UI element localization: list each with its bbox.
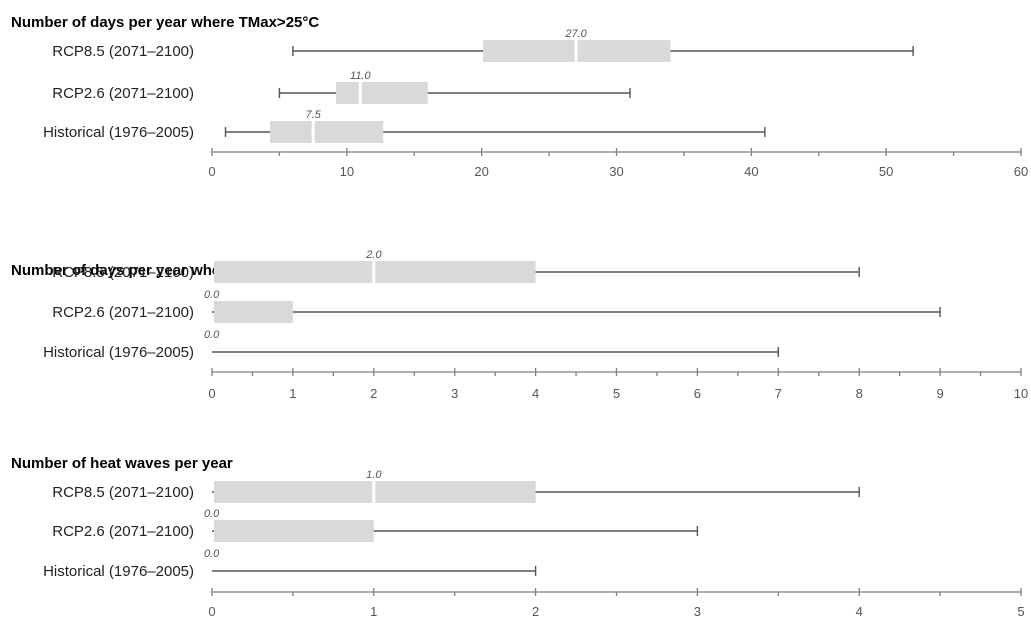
median-value-label: 0.0 xyxy=(204,329,220,341)
category-label: RCP8.5 (2071–2100) xyxy=(52,484,194,501)
category-label: RCP8.5 (2071–2100) xyxy=(52,43,194,60)
x-tick-label: 0 xyxy=(208,164,215,179)
x-tick-label: 2 xyxy=(532,604,539,619)
x-tick-label: 0 xyxy=(208,604,215,619)
x-tick-label: 7 xyxy=(775,386,782,401)
x-tick-label: 20 xyxy=(474,164,488,179)
category-label: Historical (1976–2005) xyxy=(43,124,194,141)
iqr-box xyxy=(214,301,293,323)
x-tick-label: 3 xyxy=(694,604,701,619)
x-tick-label: 5 xyxy=(1017,604,1024,619)
iqr-box xyxy=(214,520,374,542)
category-label: RCP8.5 (2071–2100) xyxy=(52,264,194,281)
x-tick-label: 2 xyxy=(370,386,377,401)
median-value-label: 27.0 xyxy=(564,28,587,40)
median-value-label: 0.0 xyxy=(204,548,220,560)
chart-title: Number of heat waves per year xyxy=(11,455,233,472)
x-tick-label: 10 xyxy=(1014,386,1028,401)
x-tick-label: 5 xyxy=(613,386,620,401)
x-tick-label: 60 xyxy=(1014,164,1028,179)
iqr-box xyxy=(269,121,384,143)
x-tick-label: 10 xyxy=(340,164,354,179)
median-value-label: 0.0 xyxy=(204,508,220,520)
median-value-label: 1.0 xyxy=(366,469,382,481)
x-tick-label: 30 xyxy=(609,164,623,179)
x-tick-label: 3 xyxy=(451,386,458,401)
x-tick-label: 9 xyxy=(936,386,943,401)
x-tick-label: 1 xyxy=(370,604,377,619)
median-value-label: 2.0 xyxy=(365,249,382,261)
x-tick-label: 1 xyxy=(289,386,296,401)
x-tick-label: 40 xyxy=(744,164,758,179)
x-tick-label: 4 xyxy=(856,604,863,619)
median-value-label: 11.0 xyxy=(350,70,371,82)
x-tick-label: 8 xyxy=(856,386,863,401)
category-label: RCP2.6 (2071–2100) xyxy=(52,85,194,102)
x-tick-label: 6 xyxy=(694,386,701,401)
median-value-label: 7.5 xyxy=(305,109,321,121)
x-tick-label: 50 xyxy=(879,164,893,179)
chart-title: Number of days per year where TMax>25°C xyxy=(11,14,319,31)
median-value-label: 0.0 xyxy=(204,289,220,301)
category-label: RCP2.6 (2071–2100) xyxy=(52,523,194,540)
x-tick-label: 4 xyxy=(532,386,539,401)
iqr-box xyxy=(336,82,428,104)
category-label: Historical (1976–2005) xyxy=(43,563,194,580)
x-tick-label: 0 xyxy=(208,386,215,401)
category-label: RCP2.6 (2071–2100) xyxy=(52,304,194,321)
category-label: Historical (1976–2005) xyxy=(43,344,194,361)
